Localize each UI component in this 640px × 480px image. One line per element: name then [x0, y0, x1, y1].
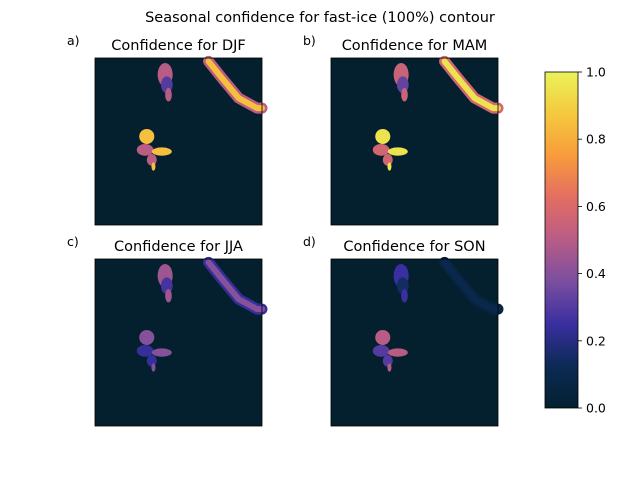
- confidence-region: [157, 63, 173, 102]
- region-cell: [375, 128, 391, 145]
- map-background: [331, 58, 498, 225]
- panel-letter: c): [67, 234, 79, 249]
- region-cell: [372, 144, 390, 156]
- region-cell: [136, 144, 154, 156]
- region-cell: [387, 162, 392, 171]
- region-cell: [139, 329, 155, 346]
- region-cell: [441, 58, 501, 112]
- confidence-region: [136, 128, 172, 171]
- panel: d) Confidence for SON: [303, 234, 504, 427]
- map-background: [95, 58, 262, 225]
- colorbar-gradient: [544, 71, 579, 409]
- confidence-region: [439, 256, 504, 315]
- confidence-region: [372, 128, 408, 171]
- colorbar-ticks: 0.0 0.2 0.4 0.6 0.8 1.0: [578, 65, 606, 416]
- confidence-region: [157, 264, 173, 303]
- region-cell: [382, 154, 393, 166]
- region-cell: [146, 355, 157, 367]
- region-cell: [205, 259, 265, 313]
- panel-title: Confidence for MAM: [342, 38, 488, 54]
- map-frame: [94, 57, 263, 226]
- region-cell: [387, 363, 392, 372]
- colorbar-tick-label: 0.8: [586, 132, 606, 147]
- colorbar-tick-label: 1.0: [586, 65, 606, 80]
- region-cell: [387, 348, 408, 357]
- map-frame: [330, 258, 499, 427]
- confidence-region: [203, 55, 268, 114]
- region-cell: [151, 147, 172, 156]
- figure-title: Seasonal confidence for fast-ice (100%) …: [145, 10, 495, 26]
- colorbar-tick-label: 0.6: [586, 199, 606, 214]
- region-cell: [375, 329, 391, 346]
- confidence-region: [203, 256, 268, 315]
- colorbar-tick-label: 0.0: [586, 401, 606, 416]
- colorbar-tick-label: 0.4: [586, 266, 606, 281]
- panel-letter: b): [303, 33, 316, 48]
- region-cell: [401, 289, 408, 303]
- region-cell: [401, 88, 408, 102]
- panel: c) Confidence for JJA: [67, 234, 268, 427]
- region-cell: [441, 259, 501, 313]
- confidence-region: [393, 264, 409, 303]
- panel: b) Confidence for MAM: [303, 33, 504, 226]
- panel: a) Confidence for DJF: [67, 33, 268, 226]
- panel-title: Confidence for SON: [343, 239, 485, 255]
- panels: a) Confidence for DJF b) Confidence for MAM…: [67, 33, 504, 427]
- map-frame: [330, 57, 499, 226]
- region-cell: [146, 154, 157, 166]
- region-cell: [151, 348, 172, 357]
- panel-title: Confidence for DJF: [111, 38, 245, 54]
- region-cell: [387, 147, 408, 156]
- region-cell: [205, 58, 265, 112]
- panel-letter: d): [303, 234, 316, 249]
- region-cell: [151, 363, 156, 372]
- region-cell: [382, 355, 393, 367]
- confidence-region: [393, 63, 409, 102]
- region-cell: [165, 88, 172, 102]
- map-background: [331, 259, 498, 426]
- colorbar-tick-label: 0.2: [586, 333, 606, 348]
- map-frame: [94, 258, 263, 427]
- region-cell: [151, 162, 156, 171]
- region-cell: [165, 289, 172, 303]
- map-background: [95, 259, 262, 426]
- confidence-region: [136, 329, 172, 372]
- confidence-region: [372, 329, 408, 372]
- region-cell: [372, 345, 390, 357]
- region-cell: [136, 345, 154, 357]
- panel-title: Confidence for JJA: [114, 239, 243, 255]
- panel-letter: a): [67, 33, 80, 48]
- confidence-region: [439, 55, 504, 114]
- region-cell: [139, 128, 155, 145]
- colorbar: 0.0 0.2 0.4 0.6 0.8 1.0: [544, 65, 606, 416]
